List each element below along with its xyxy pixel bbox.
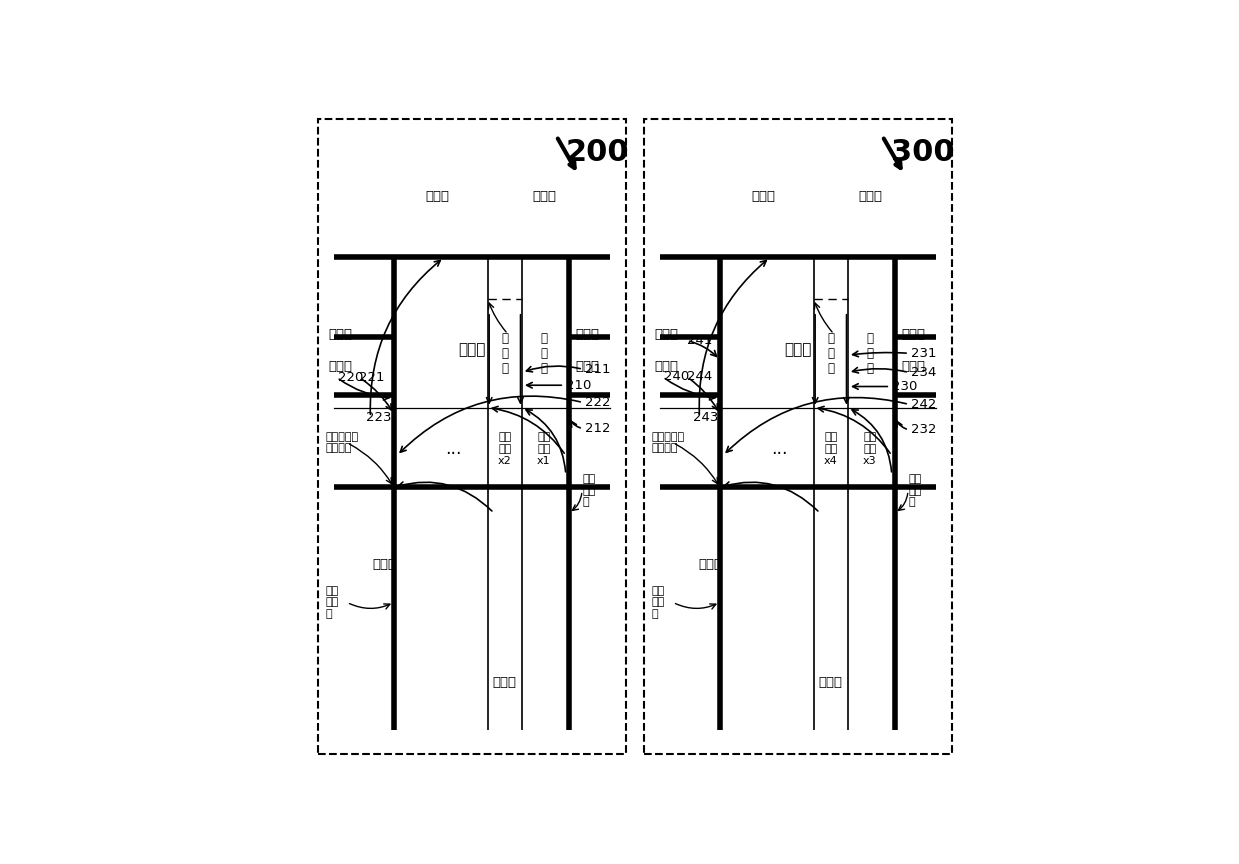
Text: 234: 234 [911,366,935,379]
Text: 车道
分隔
线: 车道 分隔 线 [584,474,596,507]
Text: 引
导
区: 引 导 区 [502,332,508,375]
Text: 242: 242 [911,398,935,411]
Text: 244: 244 [686,371,712,384]
Text: 出口道: 出口道 [654,327,678,340]
Text: 210: 210 [566,378,591,391]
Text: 211: 211 [585,363,610,376]
Text: 212: 212 [585,422,610,435]
Text: 出口道: 出口道 [901,359,926,372]
Text: 232: 232 [911,423,935,436]
Text: 240: 240 [664,371,689,384]
Text: 入口
车道
x2: 入口 车道 x2 [498,433,512,466]
Text: 入口道: 入口道 [575,327,600,340]
Text: 车道
分隔
线: 车道 分隔 线 [909,474,922,507]
Text: 231: 231 [911,346,935,359]
Text: 200: 200 [565,137,629,167]
Text: 车道
分隔
线: 车道 分隔 线 [650,586,664,619]
Text: 223: 223 [366,410,392,423]
Text: 路口区: 路口区 [458,343,486,358]
Text: 230: 230 [892,380,917,393]
Text: 引
导
区: 引 导 区 [828,332,834,375]
Text: 出口道: 出口道 [532,190,556,203]
Text: 入口道: 入口道 [654,359,678,372]
Text: 241: 241 [686,334,712,347]
Text: 引
导
区: 引 导 区 [540,332,548,375]
Text: 入口道: 入口道 [328,359,352,372]
Text: 入口道: 入口道 [493,676,517,689]
Text: 车道
分隔
线: 车道 分隔 线 [325,586,338,619]
Text: 入口道: 入口道 [426,190,450,203]
Text: 243: 243 [694,410,719,423]
Text: 出口道: 出口道 [857,190,882,203]
Text: ...: ... [445,440,461,458]
Text: 路口区驶出
口边界线: 路口区驶出 口边界线 [325,432,358,454]
Text: ...: ... [771,440,788,458]
Bar [317,119,627,753]
Text: 路口区: 路口区 [784,343,812,358]
Text: 入口道: 入口道 [901,327,926,340]
Text: 入口道: 入口道 [819,676,843,689]
Text: 入口
车道
x4: 入口 车道 x4 [824,433,838,466]
Text: 出口道: 出口道 [699,557,722,570]
Text: 路口区驶出
口边界线: 路口区驶出 口边界线 [650,432,684,454]
Text: 220: 220 [337,371,363,384]
Text: 222: 222 [585,396,610,409]
Text: 引
导
区: 引 导 区 [866,332,873,375]
Text: 入口
车道
x1: 入口 车道 x1 [536,433,550,466]
Text: 出口道: 出口道 [575,359,600,372]
Text: 入口
车道
x3: 入口 车道 x3 [864,433,877,466]
Text: 出口道: 出口道 [328,327,352,340]
Bar [643,119,953,753]
Text: 221: 221 [359,371,385,384]
Text: 300: 300 [891,137,955,167]
Text: 出口道: 出口道 [373,557,396,570]
Text: 入口道: 入口道 [752,190,776,203]
